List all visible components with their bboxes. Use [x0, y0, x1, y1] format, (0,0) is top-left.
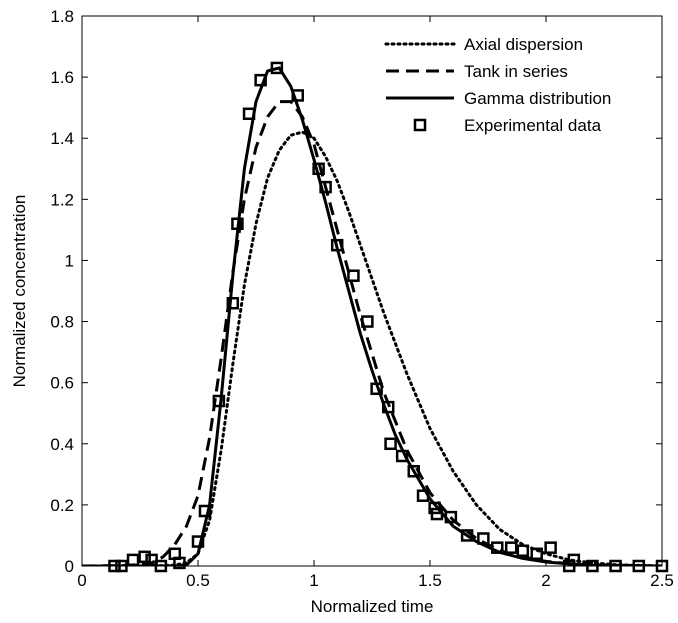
- y-tick-label: 0.6: [50, 374, 74, 393]
- plot-frame: [81, 15, 663, 567]
- x-tick-label: 2.5: [650, 571, 674, 590]
- data-point: [395, 449, 409, 463]
- legend-item-tank-in-series: Tank in series: [386, 62, 568, 81]
- legend: Axial dispersion Tank in series Gamma dist…: [384, 35, 611, 135]
- x-axis-label: Normalized time: [311, 597, 434, 616]
- x-tick-label: 1: [309, 571, 318, 590]
- data-point: [126, 553, 140, 567]
- data-point: [384, 437, 397, 451]
- y-tick-label: 1.8: [50, 7, 74, 26]
- data-point: [516, 544, 530, 557]
- y-tick-label: 0.8: [50, 313, 74, 332]
- data-point: [242, 107, 256, 121]
- x-tick-label: 0: [77, 571, 86, 590]
- axes: 0 0.5 1 1.5 2 2.5 0 0.2 0.4 0.6 0.8 1 1.2 1.4 1.6 1.8: [50, 7, 673, 590]
- legend-label: Experimental data: [464, 116, 602, 135]
- data-point: [491, 541, 504, 554]
- x-tick-label: 1.5: [418, 571, 442, 590]
- data-point: [347, 269, 360, 282]
- data-point: [291, 89, 305, 102]
- data-point: [361, 315, 374, 328]
- data-point: [504, 541, 518, 554]
- data-point: [198, 504, 212, 518]
- data-point: [270, 61, 284, 75]
- y-tick-label: 1: [65, 251, 74, 270]
- y-tick-label: 1.6: [50, 68, 74, 87]
- plot-area: [82, 61, 669, 573]
- y-tick-label: 0: [65, 557, 74, 576]
- legend-item-axial-dispersion: Axial dispersion: [384, 35, 583, 54]
- y-tick-label: 1.4: [50, 129, 74, 148]
- legend-label: Axial dispersion: [464, 35, 583, 54]
- data-point: [191, 535, 205, 548]
- data-point: [138, 550, 151, 564]
- data-point: [430, 507, 444, 521]
- data-point: [416, 489, 430, 502]
- data-point: [173, 556, 186, 570]
- data-point: [254, 73, 267, 87]
- y-tick-label: 1.2: [50, 190, 74, 209]
- x-tick-label: 2: [541, 571, 550, 590]
- y-axis-label: Normalized concentration: [10, 195, 29, 388]
- legend-marker: [413, 118, 427, 132]
- legend-label: Gamma distribution: [464, 89, 611, 108]
- series-experimental-data: [108, 61, 669, 573]
- data-point: [407, 465, 421, 478]
- x-tick-label: 0.5: [186, 571, 210, 590]
- data-point: [477, 532, 490, 545]
- data-point: [370, 382, 383, 396]
- legend-item-experimental-data: Experimental data: [413, 116, 602, 135]
- data-point: [212, 394, 226, 408]
- y-tick-label: 0.2: [50, 496, 74, 515]
- data-point: [319, 180, 332, 194]
- data-point: [530, 547, 543, 561]
- data-point: [231, 217, 244, 231]
- data-point: [567, 553, 581, 567]
- series-line-tank-in-series: [82, 100, 662, 566]
- y-tick-label: 0.4: [50, 435, 74, 454]
- data-point: [226, 296, 240, 310]
- data-point: [381, 400, 395, 414]
- legend-item-gamma-distribution: Gamma distribution: [386, 89, 611, 108]
- data-point: [330, 238, 344, 252]
- data-point: [312, 162, 325, 176]
- data-point: [444, 510, 458, 524]
- legend-label: Tank in series: [464, 62, 568, 81]
- data-point: [544, 541, 557, 554]
- data-point: [460, 529, 474, 542]
